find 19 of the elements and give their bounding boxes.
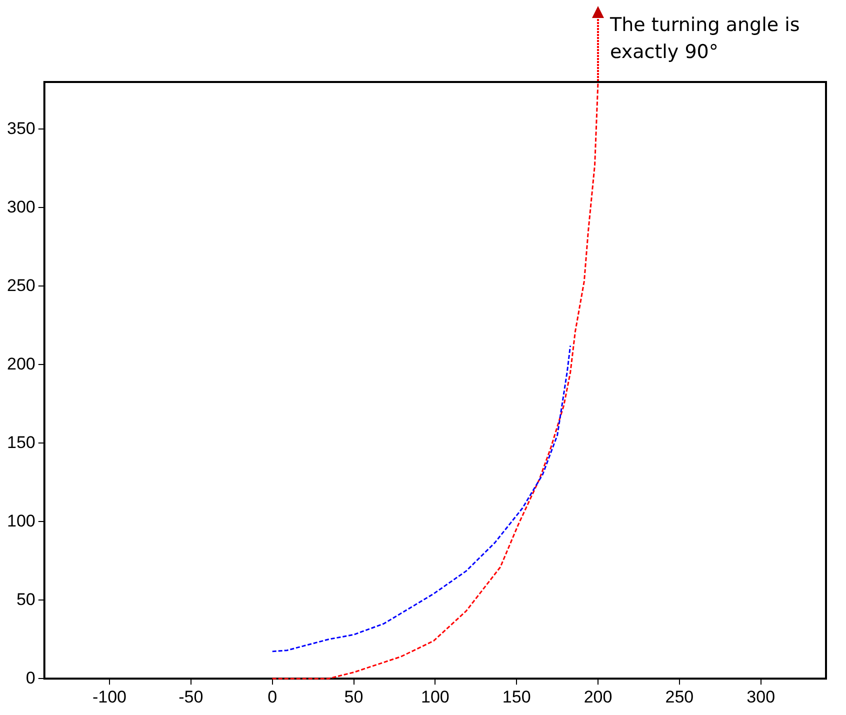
x-tick-label: -100 xyxy=(92,687,127,706)
line-series xyxy=(272,345,572,652)
x-tick-label: 100 xyxy=(420,687,450,706)
x-tick-label: 300 xyxy=(746,687,776,706)
x-tick-label: 200 xyxy=(584,687,612,706)
x-tick-label: -50 xyxy=(178,687,204,706)
y-tick-label: 300 xyxy=(6,197,36,216)
x-tick-label: 50 xyxy=(344,687,364,706)
y-tick-label: 50 xyxy=(16,590,36,609)
y-tick-label: 150 xyxy=(6,432,36,452)
y-tick-label: 200 xyxy=(6,354,36,374)
y-tick-label: 350 xyxy=(6,118,36,138)
x-tick-label: 250 xyxy=(665,687,694,706)
text: The turning angle is exactly 90° xyxy=(610,13,801,65)
y-tick-label: 100 xyxy=(6,511,36,530)
x-tick-label: 150 xyxy=(502,687,531,706)
x-tick-label: 0 xyxy=(268,687,278,706)
y-tick-label: 0 xyxy=(26,668,36,688)
y-tick-label: 250 xyxy=(6,276,36,295)
